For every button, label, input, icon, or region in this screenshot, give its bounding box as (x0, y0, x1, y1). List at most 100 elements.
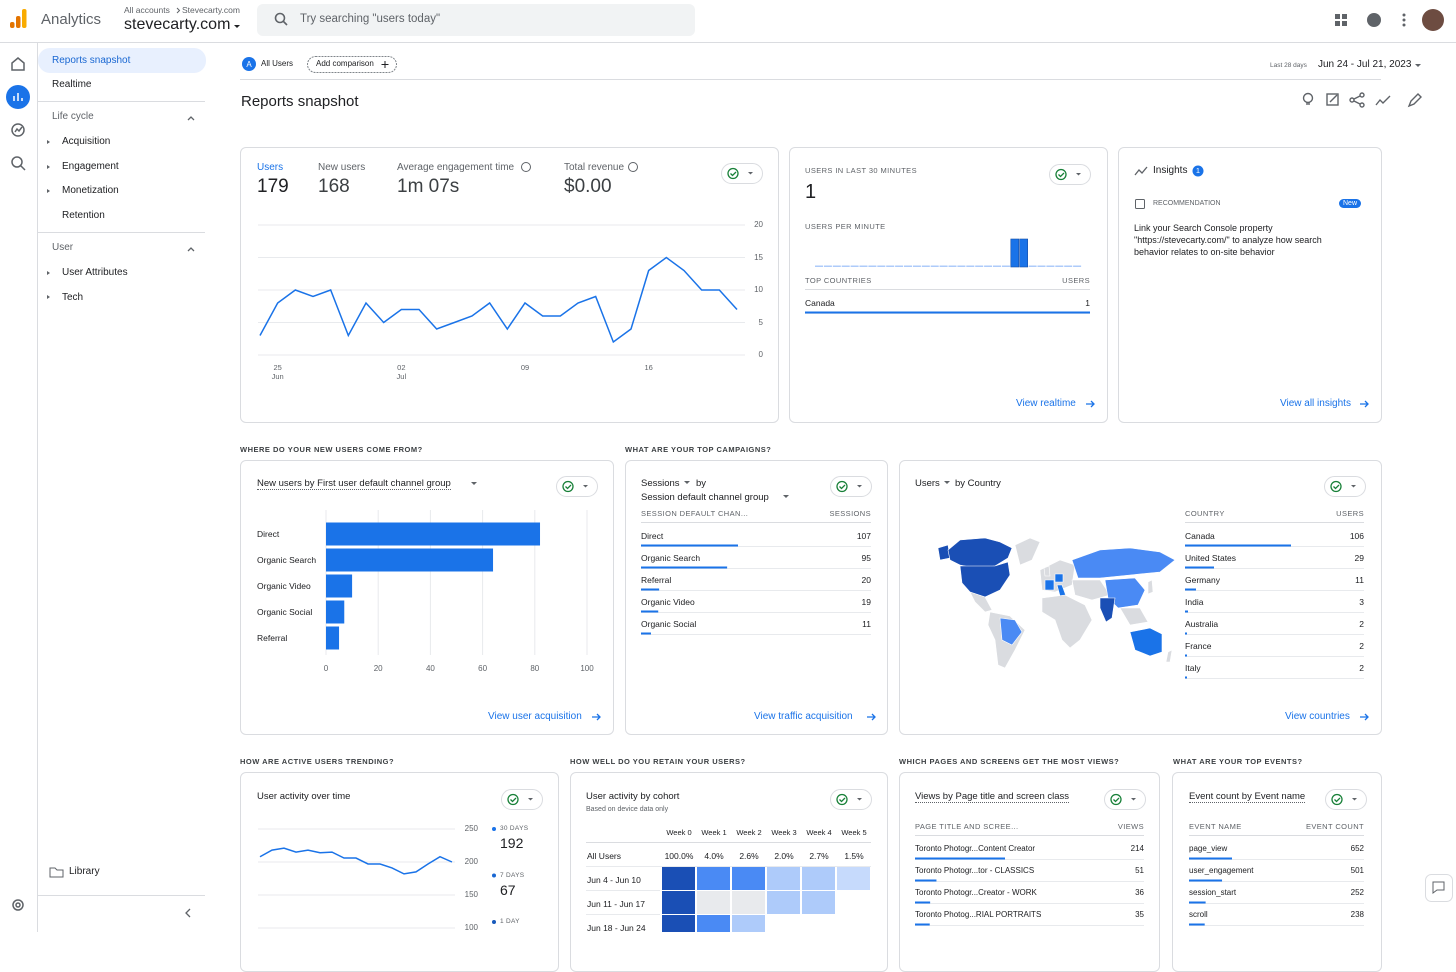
nav-item[interactable]: Reports snapshot (52, 55, 131, 66)
row-value: 35 (1135, 910, 1144, 919)
row-label: Germany (1185, 575, 1220, 585)
legend-value: 67 (500, 881, 516, 898)
x-tick-label: 0 (323, 664, 329, 673)
nav-item[interactable]: Tech (62, 291, 84, 303)
metric-label[interactable]: New users (318, 162, 366, 173)
row-label: Jun 11 - Jun 17 (587, 899, 645, 909)
card (899, 460, 1382, 735)
new-badge: New (1342, 199, 1358, 207)
date-caret[interactable] (1415, 64, 1421, 67)
help-icon[interactable] (1367, 13, 1381, 27)
table-header: SESSION DEFAULT CHAN... (641, 509, 749, 518)
y-tick-label: 250 (464, 824, 478, 833)
library-icon (49, 867, 64, 878)
row-label: Toronto Photogr...Creator - WORK (915, 888, 1037, 897)
card-title[interactable]: Sessions (641, 478, 680, 489)
table-header: EVENT NAME (1189, 822, 1242, 831)
plus-icon (381, 61, 389, 68)
section-question: WHERE DO YOUR NEW USERS COME FROM? (240, 445, 423, 454)
more-icon[interactable] (1402, 13, 1406, 27)
nav-carets[interactable] (185, 116, 195, 918)
card-title[interactable]: Users (915, 478, 940, 489)
nav-item[interactable]: Realtime (52, 79, 92, 90)
nav-item[interactable]: Monetization (62, 185, 119, 197)
logo (10, 9, 27, 28)
toolbar-icons[interactable] (1302, 92, 1422, 108)
card-title: by Country (955, 478, 1001, 489)
link[interactable]: View traffic acquisition (754, 711, 853, 722)
table-header: COUNTRY (1185, 509, 1225, 518)
x-tick-label: 25 (273, 363, 282, 372)
link[interactable]: View countries (1285, 711, 1350, 722)
property-caret[interactable] (234, 25, 240, 28)
add-comparison[interactable]: Add comparison (316, 59, 374, 68)
card-title[interactable]: Views by Page title and screen class (915, 791, 1070, 804)
y-tick-label: Direct (257, 529, 280, 539)
row-label: Canada (1185, 531, 1215, 541)
breadcrumb[interactable]: All accounts (124, 5, 170, 15)
row-value: 107 (856, 531, 871, 541)
metric-value: 179 (257, 176, 289, 197)
nav-item[interactable]: Engagement (62, 160, 119, 172)
legend-label: 1 DAY (500, 918, 520, 925)
row-label: United States (1185, 553, 1237, 563)
y-tick-label: 100 (464, 923, 478, 932)
column-header: Week 4 (806, 828, 832, 837)
legend-label: 7 DAYS (500, 871, 525, 879)
date-label: Last 28 days (1270, 62, 1307, 69)
row-value: 51 (1135, 866, 1144, 875)
link[interactable]: View user acquisition (488, 711, 582, 722)
page-title: Reports snapshot (241, 93, 359, 110)
link[interactable]: View all insights (1280, 398, 1351, 409)
x-tick-label: 100 (580, 664, 594, 673)
row-value: 2 (1359, 663, 1364, 673)
breadcrumb[interactable]: Stevecarty.com (182, 5, 240, 15)
apps-icon[interactable] (1335, 14, 1347, 26)
card-subtitle: USERS PER MINUTE (805, 222, 886, 231)
card-title[interactable]: New users by First user default channel … (257, 478, 451, 491)
x-tick-label: 20 (373, 664, 383, 673)
y-tick-label: Organic Video (257, 581, 311, 591)
row-label: Canada (805, 298, 835, 308)
nav-item[interactable]: Retention (62, 209, 105, 221)
row-label: Jun 18 - Jun 24 (587, 923, 646, 933)
nav-item[interactable]: User Attributes (62, 267, 128, 278)
column-header: Week 1 (701, 828, 727, 837)
row-label: Organic Search (641, 553, 701, 563)
legend-label: 30 DAYS (500, 825, 529, 832)
column-header: Week 3 (771, 828, 797, 837)
cohort-value: 1.5% (844, 851, 864, 861)
link[interactable]: View realtime (1016, 398, 1076, 409)
insight-text: Link your Search Console property "https… (1134, 223, 1322, 257)
y-tick-label: 15 (754, 252, 763, 262)
segment-chip[interactable]: All Users (261, 59, 294, 68)
nav-item[interactable]: Acquisition (62, 136, 111, 147)
avatar[interactable] (1422, 9, 1444, 31)
row-label: Italy (1185, 663, 1201, 673)
feedback-button[interactable] (1425, 874, 1453, 902)
row-value: 95 (861, 553, 871, 563)
row-label: user_engagement (1189, 866, 1254, 875)
rail-icons[interactable] (6, 57, 30, 911)
row-label: scroll (1189, 910, 1208, 919)
card-title[interactable]: Session default channel group (641, 492, 769, 503)
nav-item[interactable]: Library (69, 866, 100, 877)
card-title[interactable]: Event count by Event name (1189, 791, 1306, 804)
nav-section[interactable]: User (52, 242, 74, 253)
date-range[interactable]: Jun 24 - Jul 21, 2023 (1318, 59, 1412, 70)
metric-label[interactable]: Users (257, 162, 284, 173)
nav-section[interactable]: Life cycle (52, 111, 94, 122)
metric-label[interactable]: Average engagement time (397, 162, 515, 173)
search-placeholder[interactable]: Try searching "users today" (300, 13, 441, 25)
row-label: Toronto Photogr...Content Creator (915, 844, 1036, 853)
row-label: Organic Social (641, 619, 697, 629)
row-label: Toronto Photogr...tor - CLASSICS (915, 866, 1035, 875)
section-question: HOW ARE ACTIVE USERS TRENDING? (240, 757, 395, 766)
card-title: User activity by cohort (586, 791, 680, 802)
row-value: 36 (1135, 888, 1144, 897)
metric-label[interactable]: Total revenue (564, 162, 625, 173)
card-title: by (696, 478, 707, 489)
row-label: Australia (1185, 619, 1219, 629)
y-tick-label: 5 (758, 317, 763, 327)
section-question: HOW WELL DO YOU RETAIN YOUR USERS? (570, 757, 746, 766)
